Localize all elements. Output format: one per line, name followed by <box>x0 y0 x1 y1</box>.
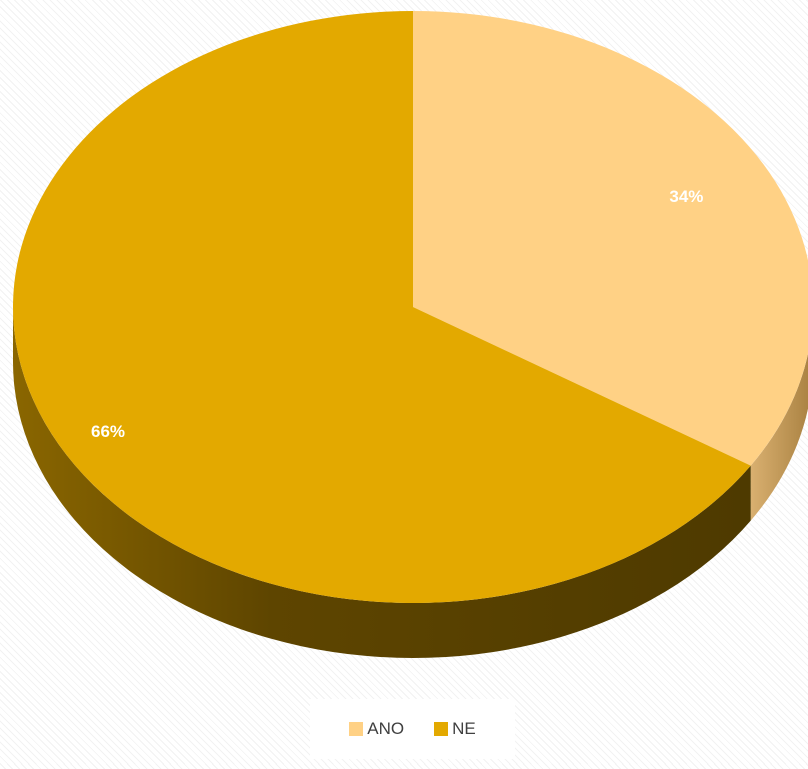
data-label-ne: 66% <box>91 422 125 441</box>
legend-item-ano: ANO <box>349 719 404 739</box>
legend-item-ne: NE <box>434 719 476 739</box>
legend-label-ano: ANO <box>367 719 405 738</box>
pie-top-layer <box>13 11 808 603</box>
pie-side-ne <box>13 307 751 658</box>
legend-swatch-ne <box>434 722 449 736</box>
legend-swatch-ano <box>349 722 364 736</box>
pie-side-layer <box>13 307 808 658</box>
data-label-ano: 34% <box>669 187 703 206</box>
legend-label-ne: NE <box>452 719 476 738</box>
pie-labels-layer: 34% 66% <box>91 187 703 441</box>
legend: ANO NE <box>310 699 515 759</box>
pie-side-ano <box>750 353 808 521</box>
pie-slice-ano <box>413 11 808 466</box>
pie-slice-ne <box>13 11 751 603</box>
